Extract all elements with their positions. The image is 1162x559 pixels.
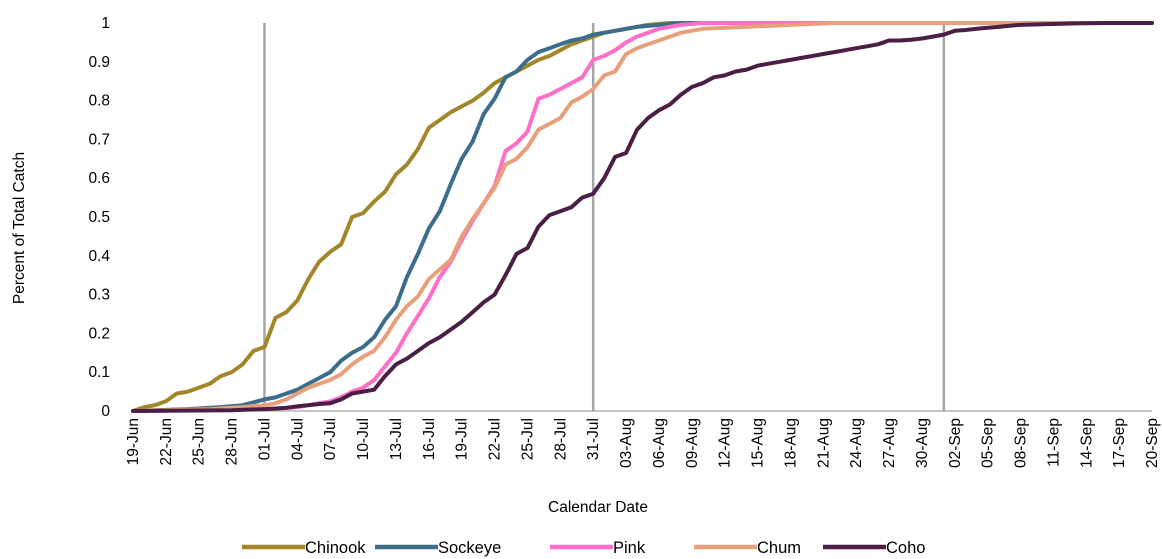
x-tick-label: 09-Aug xyxy=(684,418,701,468)
y-axis-title: Percent of Total Catch xyxy=(11,152,28,304)
series-lines xyxy=(131,21,1154,413)
x-tick-label: 22-Jul xyxy=(487,418,504,460)
y-axis-ticks: 0 0.1 0.2 0.3 0.4 0.5 0.6 0.7 0.8 0.9 1 xyxy=(88,15,110,420)
x-tick-label: 05-Sep xyxy=(980,418,997,468)
y-tick-label: 0.7 xyxy=(88,131,110,148)
x-tick-label: 08-Sep xyxy=(1013,418,1030,468)
series-line-sockeye xyxy=(131,21,1154,413)
x-tick-label: 25-Jun xyxy=(191,418,208,465)
y-tick-label: 0.2 xyxy=(88,325,110,342)
x-tick-label: 07-Jul xyxy=(322,418,339,460)
series-line-coho xyxy=(131,21,1154,413)
x-tick-label: 02-Sep xyxy=(947,418,964,468)
x-tick-label: 12-Aug xyxy=(717,418,734,468)
x-tick-label: 19-Jun xyxy=(125,418,142,465)
x-axis-ticks: 19-Jun 22-Jun 25-Jun 28-Jun 01-Jul 04-Jul 07-J… xyxy=(125,418,1161,468)
x-tick-label: 21-Aug xyxy=(815,418,832,468)
x-tick-label: 13-Jul xyxy=(388,418,405,460)
x-tick-label: 25-Jul xyxy=(520,418,537,460)
series-line-chinook xyxy=(131,21,1154,413)
x-tick-label: 10-Jul xyxy=(355,418,372,460)
y-tick-label: 0.6 xyxy=(88,170,110,187)
x-tick-label: 28-Jul xyxy=(552,418,569,460)
x-tick-label: 11-Sep xyxy=(1045,418,1062,467)
legend-label-coho: Coho xyxy=(886,539,925,557)
x-tick-label: 17-Sep xyxy=(1111,418,1128,468)
y-tick-label: 0.5 xyxy=(88,209,110,226)
x-tick-label: 18-Aug xyxy=(782,418,799,468)
x-tick-label: 01-Jul xyxy=(257,418,274,460)
y-tick-label: 1 xyxy=(101,15,110,32)
y-tick-label: 0.9 xyxy=(88,54,110,71)
y-tick-label: 0.3 xyxy=(88,287,110,304)
x-tick-label: 04-Jul xyxy=(289,418,306,460)
y-tick-label: 0.4 xyxy=(88,248,110,265)
legend-label-chinook: Chinook xyxy=(305,539,366,557)
legend-label-pink: Pink xyxy=(613,539,646,557)
x-axis-title: Calendar Date xyxy=(548,499,648,516)
x-tick-label: 16-Jul xyxy=(421,418,438,460)
y-tick-label: 0.8 xyxy=(88,93,110,110)
x-tick-label: 06-Aug xyxy=(651,418,668,468)
series-line-pink xyxy=(131,21,1154,413)
x-tick-label: 27-Aug xyxy=(881,418,898,468)
x-tick-label: 03-Aug xyxy=(618,418,635,468)
x-tick-label: 19-Jul xyxy=(454,418,471,460)
legend: Chinook Sockeye Pink Chum Coho xyxy=(242,539,925,557)
x-tick-label: 14-Sep xyxy=(1078,418,1095,468)
x-tick-label: 24-Aug xyxy=(848,418,865,468)
x-tick-label: 20-Sep xyxy=(1144,418,1161,468)
y-tick-label: 0 xyxy=(101,403,110,420)
x-tick-label: 31-Jul xyxy=(585,418,602,460)
x-tick-label: 22-Jun xyxy=(158,418,175,465)
y-tick-label: 0.1 xyxy=(88,364,110,381)
x-tick-label: 28-Jun xyxy=(224,418,241,465)
x-tick-label: 30-Aug xyxy=(914,418,931,468)
legend-label-chum: Chum xyxy=(757,539,801,557)
series-line-chum xyxy=(131,21,1154,413)
x-tick-label: 15-Aug xyxy=(750,418,767,468)
legend-label-sockeye: Sockeye xyxy=(438,539,501,557)
